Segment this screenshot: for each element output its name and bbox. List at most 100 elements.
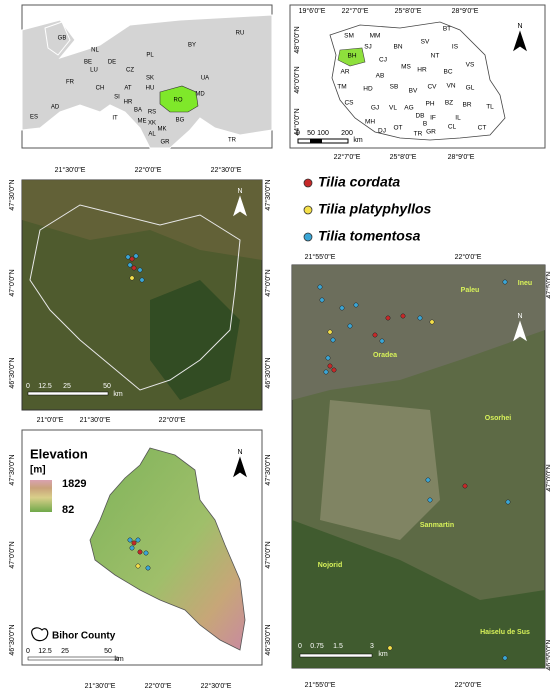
county-boundary — [29, 204, 241, 391]
longitude-label: 21°30'0"E — [80, 416, 111, 424]
scale-label: 100 — [317, 130, 329, 137]
latitude-label: 46°30'0"N — [8, 357, 16, 388]
scale-label: 50 — [307, 130, 315, 137]
occurrence-point — [327, 363, 333, 369]
country-label: MK — [158, 127, 167, 133]
country-label: BY — [188, 43, 196, 49]
occurrence-point — [131, 265, 137, 271]
county-label: IL — [455, 115, 461, 122]
country-label: ES — [30, 115, 38, 121]
latitude-label: 47°30'0"N — [264, 454, 272, 485]
longitude-label: 21°30'0"E — [55, 166, 86, 174]
longitude-label: 22°7'0"E — [334, 153, 361, 161]
latitude-label: 47°0'0"N — [264, 541, 272, 568]
legend-marker — [303, 178, 313, 188]
occurrence-point — [129, 275, 135, 281]
country-label: RU — [236, 31, 245, 37]
occurrence-point — [325, 355, 331, 361]
county-label: SV — [421, 39, 430, 46]
county-label: BV — [409, 88, 418, 95]
longitude-label: 22°30'0"E — [201, 682, 232, 690]
occurrence-point — [131, 540, 137, 546]
latitude-label: 47°30'0"N — [8, 454, 16, 485]
legend-max: 1829 — [62, 478, 86, 490]
britain-land — [44, 21, 71, 56]
occurrence-point — [331, 367, 337, 373]
occurrence-point — [427, 497, 433, 503]
county-label: DB — [415, 113, 424, 120]
latitude-label: 47°5'0"N — [545, 271, 550, 298]
scale-label: 12.5 — [38, 648, 52, 655]
latitude-label: 47°0'0"N — [264, 269, 272, 296]
north-arrow — [513, 30, 527, 52]
bihor-relief — [89, 447, 246, 651]
north-arrow — [233, 195, 247, 217]
county-label: TM — [337, 84, 346, 91]
county-label: BN — [393, 44, 402, 51]
longitude-label: 25°8'0"E — [395, 7, 422, 15]
occurrence-point — [137, 267, 143, 273]
scale-label: 50 — [104, 648, 112, 655]
county-label: SB — [390, 84, 399, 91]
occurrence-point — [125, 254, 131, 260]
latitude-label: 46°30'0"N — [8, 624, 16, 655]
longitude-label: 21°55'0"E — [305, 253, 336, 261]
legend-label: Tilia cordata — [318, 174, 400, 190]
latitude-label: 48°0'0"N — [293, 26, 301, 53]
country-label: RO — [174, 98, 183, 104]
country-label: TR — [228, 138, 237, 144]
county-label: VS — [466, 62, 475, 69]
scale-label: km — [353, 137, 363, 144]
scale-label: km — [378, 651, 388, 658]
country-label: HU — [146, 86, 155, 92]
longitude-label: 22°30'0"E — [211, 166, 242, 174]
occurrence-point — [317, 284, 323, 290]
county-label: MH — [365, 119, 375, 126]
occurrence-point — [379, 338, 385, 344]
county-label: OT — [393, 125, 402, 132]
county-label: BR — [462, 102, 471, 109]
country-label: SI — [114, 95, 120, 101]
longitude-label: 28°9'0"E — [448, 153, 475, 161]
longitude-label: 22°0'0"E — [135, 166, 162, 174]
occurrence-point — [400, 313, 406, 319]
latitude-label: 46°55'0"N — [545, 639, 550, 670]
place-label: Sanmartin — [420, 522, 454, 529]
latitude-label: 47°0'0"N — [8, 269, 16, 296]
scale-label: 0 — [26, 383, 30, 390]
occurrence-point — [330, 337, 336, 343]
occurrence-point — [139, 277, 145, 283]
country-label: SK — [146, 76, 154, 82]
county-label: GL — [466, 85, 475, 92]
country-label: XK — [148, 121, 156, 127]
occurrence-point — [135, 537, 141, 543]
county-label: HR — [417, 67, 427, 74]
county-label: BZ — [445, 100, 453, 107]
occurrence-point — [372, 332, 378, 338]
scale-label: 0.75 — [310, 643, 324, 650]
occurrence-point — [429, 319, 435, 325]
scale-bar — [27, 391, 109, 396]
country-label: MD — [195, 92, 205, 98]
county-label: AR — [340, 69, 349, 76]
place-label: Haiselu de Sus — [480, 629, 530, 636]
longitude-label: 22°0'0"E — [159, 416, 186, 424]
occurrence-point — [137, 549, 143, 555]
scale-label: 0 — [26, 648, 30, 655]
country-label: NL — [91, 48, 99, 54]
occurrence-point — [502, 655, 508, 661]
longitude-label: 22°0'0"E — [455, 681, 482, 689]
legend-min: 82 — [62, 504, 74, 516]
latitude-label: 46°30'0"N — [264, 624, 272, 655]
occurrence-point — [327, 329, 333, 335]
country-label: FR — [66, 80, 75, 86]
place-label: Ineu — [518, 280, 532, 287]
county-label: BT — [443, 26, 451, 33]
longitude-label: 21°0'0"E — [37, 416, 64, 424]
county-label: HD — [363, 86, 373, 93]
county-label: IF — [430, 115, 436, 122]
romania-outline — [329, 21, 506, 141]
scale-bar — [299, 653, 373, 658]
longitude-label: 21°55'0"E — [305, 681, 336, 689]
country-label: GR — [161, 140, 171, 146]
